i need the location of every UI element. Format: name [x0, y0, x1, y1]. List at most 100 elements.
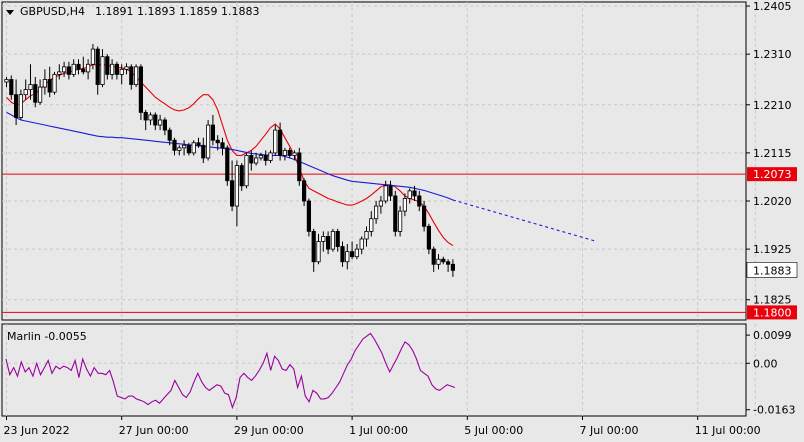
candle-bear — [196, 142, 201, 146]
candle-bear — [450, 263, 456, 271]
x-tick-label: 5 Jul 00:00 — [464, 424, 523, 437]
y-tick-label: 1.2310 — [753, 48, 792, 61]
level-label-box — [747, 305, 797, 320]
candle-bear — [105, 56, 110, 75]
candle-bear — [441, 258, 446, 263]
candle-bear — [301, 180, 307, 202]
candle-bull — [253, 157, 259, 164]
candle-bear — [172, 139, 177, 151]
x-tick-label: 11 Jul 00:00 — [695, 424, 761, 437]
ohlc-values: 1.1891 1.1893 1.1859 1.1883 — [95, 5, 259, 18]
candle-bull — [364, 230, 369, 240]
candle-bull — [354, 248, 360, 258]
slow-ma-line — [6, 111, 454, 201]
candle-bear — [114, 63, 119, 75]
candle-bull — [402, 198, 408, 212]
candle-bear — [421, 205, 427, 227]
candle-bear — [297, 152, 302, 182]
x-tick-label: 1 Jul 00:00 — [349, 424, 408, 437]
y-tick-label: 1.2210 — [753, 99, 792, 112]
candle-bear — [263, 155, 268, 161]
candle-bull — [23, 89, 28, 96]
oscillator-grid — [1, 323, 756, 417]
x-tick-label: 29 Jun 00:00 — [234, 424, 304, 437]
candle-bull — [321, 236, 326, 242]
candle-bear — [138, 66, 143, 113]
candle-bear — [277, 129, 283, 156]
candle-bear — [9, 79, 14, 96]
candle-bull — [57, 71, 62, 75]
candle-bull — [119, 68, 124, 75]
candle-bear — [306, 200, 312, 232]
candle-bear — [47, 79, 52, 93]
candle-bear — [325, 236, 331, 250]
candle-bear — [153, 114, 158, 126]
level-label: 1.1800 — [753, 306, 792, 319]
candle-bear — [349, 251, 355, 258]
candle-bull — [316, 241, 321, 263]
candle-bull — [157, 119, 163, 126]
candle-bull — [359, 238, 364, 250]
candle-bear — [143, 111, 148, 121]
y-tick-label: 1.2115 — [753, 147, 792, 160]
candle-bull — [110, 63, 115, 75]
candle-bear — [229, 180, 235, 207]
candle-bear — [426, 225, 432, 250]
x-tick-label: 7 Jul 00:00 — [580, 424, 639, 437]
candle-bull — [38, 86, 43, 103]
candle-bull — [244, 155, 249, 187]
candle-bear — [33, 84, 38, 103]
marlin-line — [5, 332, 456, 410]
candle-bull — [124, 66, 129, 70]
candle-bull — [407, 190, 412, 199]
candle-bear — [186, 144, 191, 154]
time-axis: 23 Jun 2022 27 Jun 00:00 29 Jun 00:00 1 Jul… — [4, 416, 761, 437]
candle-bull — [133, 66, 139, 85]
indicator-label: Marlin -0.0055 — [7, 330, 87, 343]
candle-bull — [373, 205, 379, 220]
candle-bull — [330, 230, 336, 250]
candle-bull — [282, 149, 288, 156]
candle-bull — [90, 48, 95, 65]
candle-bull — [86, 63, 91, 73]
candle-bull — [273, 129, 278, 154]
candle-bear — [239, 165, 244, 187]
candle-bear — [76, 63, 81, 70]
price-panel-frame — [1, 1, 747, 321]
candle-bull — [191, 142, 196, 154]
x-tick-label: 23 Jun 2022 — [4, 424, 70, 437]
candle-bear — [225, 147, 230, 182]
candle-bull — [292, 152, 297, 156]
candle-bear — [220, 142, 225, 149]
candle-bear — [287, 149, 292, 156]
y-tick-label: 1.2020 — [753, 195, 792, 208]
candle-bull — [369, 218, 374, 232]
candle-bear — [167, 129, 172, 141]
candle-bull — [345, 251, 350, 263]
candle-bull — [62, 66, 67, 73]
candle-bull — [383, 185, 388, 202]
y-tick-label: 1.1925 — [753, 243, 792, 256]
candle-bear — [311, 230, 316, 263]
moving-averages — [6, 63, 598, 247]
price-grid — [1, 1, 756, 321]
level-label: 1.2073 — [753, 168, 792, 181]
candle-bear — [445, 261, 451, 265]
candle-bear — [210, 124, 215, 141]
horizontal-levels: 1.2073 1.1800 — [2, 167, 797, 320]
candlesticks — [4, 44, 456, 277]
candle-bull — [71, 63, 76, 75]
y-tick-label: 1.2405 — [753, 0, 792, 13]
oscillator-axis: 0.0099 0.00 -0.0163 — [746, 329, 795, 417]
osc-tick-label: 0.0099 — [753, 329, 792, 342]
candle-bear — [162, 119, 167, 131]
candle-bull — [4, 79, 9, 83]
candle-bear — [412, 190, 417, 197]
candle-bull — [177, 147, 182, 151]
candle-bear — [388, 185, 393, 197]
current-price-box — [746, 262, 798, 278]
candle-bear — [13, 94, 19, 118]
candle-bull — [205, 124, 211, 159]
symbol-dropdown-icon[interactable] — [6, 10, 14, 15]
